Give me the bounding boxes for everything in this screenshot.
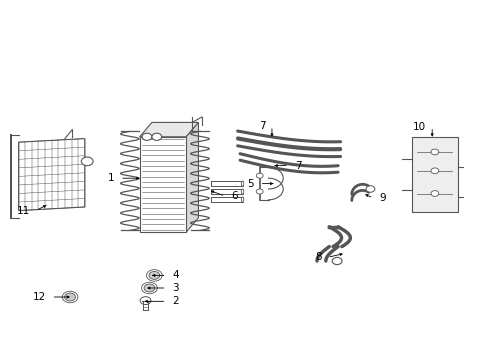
Circle shape: [140, 297, 151, 305]
Text: 12: 12: [32, 292, 46, 302]
Bar: [140, 137, 186, 232]
Circle shape: [431, 191, 439, 197]
Text: 6: 6: [231, 191, 238, 201]
Text: 2: 2: [172, 296, 179, 306]
Text: 7: 7: [295, 161, 302, 171]
Ellipse shape: [242, 197, 244, 202]
Circle shape: [65, 293, 75, 301]
Text: 4: 4: [172, 270, 179, 280]
Circle shape: [366, 186, 375, 192]
Circle shape: [256, 189, 263, 194]
Circle shape: [152, 133, 162, 140]
Circle shape: [149, 271, 160, 279]
Circle shape: [332, 257, 342, 265]
Circle shape: [62, 291, 78, 303]
Text: 9: 9: [379, 193, 386, 203]
Bar: [412, 137, 458, 212]
Text: 7: 7: [259, 121, 266, 131]
Circle shape: [81, 157, 93, 166]
Circle shape: [256, 173, 263, 178]
Polygon shape: [140, 122, 198, 137]
Text: 11: 11: [17, 206, 30, 216]
Text: 5: 5: [247, 179, 254, 189]
Circle shape: [142, 133, 152, 140]
Ellipse shape: [242, 181, 244, 186]
Polygon shape: [186, 122, 198, 232]
Text: 1: 1: [107, 173, 114, 183]
Text: 3: 3: [172, 283, 179, 293]
Circle shape: [142, 282, 157, 294]
Text: 10: 10: [413, 122, 426, 132]
Circle shape: [144, 284, 155, 292]
Circle shape: [147, 270, 162, 281]
Text: 8: 8: [315, 252, 321, 262]
Circle shape: [431, 168, 439, 174]
Ellipse shape: [242, 189, 244, 194]
Circle shape: [431, 149, 439, 155]
